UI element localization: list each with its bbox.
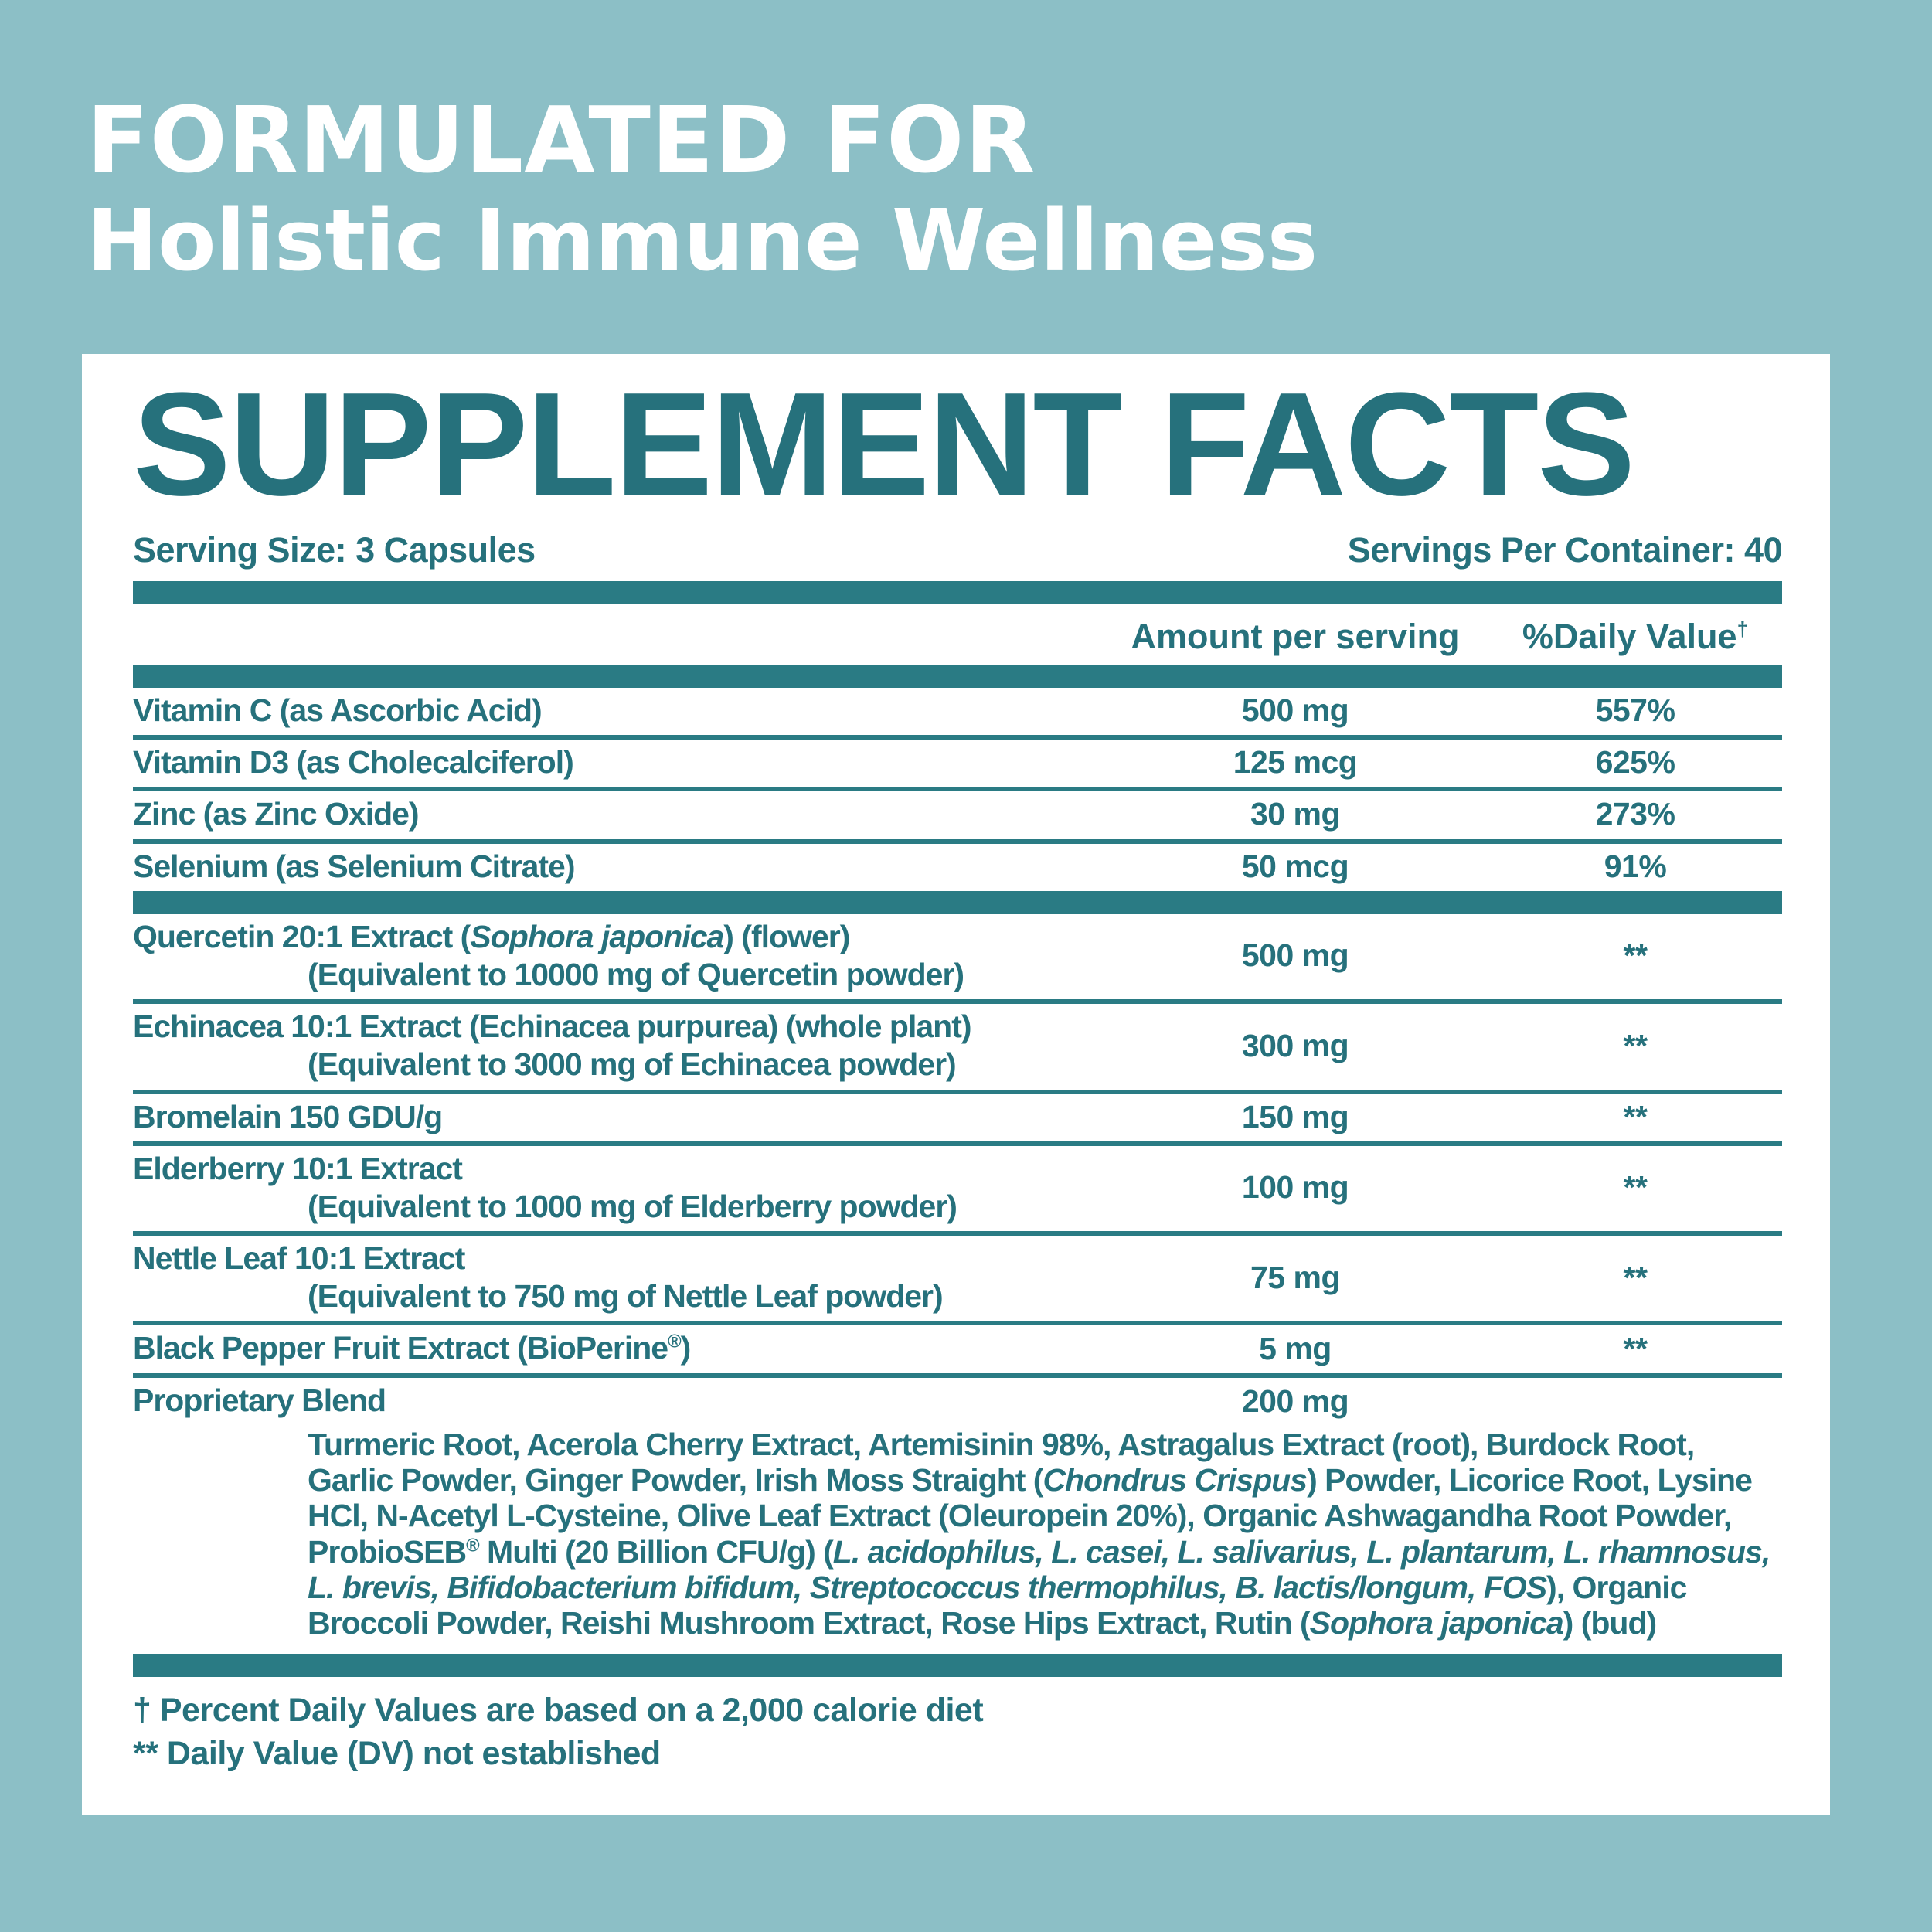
amount-per-serving-value: 100 mg xyxy=(1241,1169,1349,1206)
ingredient-name: Selenium (as Selenium Citrate) xyxy=(133,848,1102,886)
ingredient-name-line: Black Pepper Fruit Extract (BioPerine®) xyxy=(133,1330,691,1366)
ingredient-name-line: Elderberry 10:1 Extract xyxy=(133,1150,463,1186)
ingredient-rows: Vitamin C (as Ascorbic Acid) 500 mg 557% Vi… xyxy=(133,688,1782,1654)
ingredient-name-line: Selenium (as Selenium Citrate) xyxy=(133,848,576,884)
ingredient-name: Bromelain 150 GDU/g xyxy=(133,1098,1102,1136)
supplement-facts-panel: SUPPLEMENT FACTS Serving Size: 3 Capsule… xyxy=(82,354,1830,1815)
ingredient-row: Nettle Leaf 10:1 Extract (Equivalent to 7… xyxy=(133,1231,1782,1321)
ingredient-name-line: Echinacea 10:1 Extract (Echinacea purpur… xyxy=(133,1009,972,1045)
ingredient-row: Vitamin D3 (as Cholecalciferol) 125 mcg 62… xyxy=(133,735,1782,787)
ingredient-name: Nettle Leaf 10:1 Extract (Equivalent to 7… xyxy=(133,1240,1102,1315)
daily-value-percent: 91% xyxy=(1604,848,1667,884)
ingredient-name: Quercetin 20:1 Extract (Sophora japonica… xyxy=(133,918,1102,994)
ingredient-name: Vitamin C (as Ascorbic Acid) xyxy=(133,692,1102,730)
ingredient-row-grid: Vitamin C (as Ascorbic Acid) 500 mg 557% xyxy=(133,688,1782,735)
amount-per-serving-value: 75 mg xyxy=(1250,1259,1341,1295)
daily-value-percent: 557% xyxy=(1595,692,1675,729)
ingredient-name: Black Pepper Fruit Extract (BioPerine®) xyxy=(133,1329,1102,1367)
ingredient-name-line: Nettle Leaf 10:1 Extract xyxy=(133,1240,465,1277)
panel-title: SUPPLEMENT FACTS xyxy=(133,362,1635,526)
serving-info-row: Serving Size: 3 Capsules Servings Per Co… xyxy=(133,530,1783,570)
registered-mark: ® xyxy=(466,1535,479,1556)
ingredient-name: Proprietary Blend xyxy=(133,1382,1102,1420)
daily-value-percent: ** xyxy=(1623,1259,1648,1295)
proprietary-blend-ingredients: Turmeric Root, Acerola Cherry Extract, A… xyxy=(308,1426,1770,1641)
amount-per-serving-value: 500 mg xyxy=(1241,692,1349,729)
daily-value-percent: ** xyxy=(1623,937,1648,974)
divider-bar-top xyxy=(133,581,1782,604)
ingredient-row: Vitamin C (as Ascorbic Acid) 500 mg 557% xyxy=(133,688,1782,735)
ingredient-equivalent-note: (Equivalent to 750 mg of Nettle Leaf pow… xyxy=(308,1278,944,1315)
amount-per-serving-value: 500 mg xyxy=(1241,937,1349,974)
footnotes: † Percent Daily Values are based on a 2,… xyxy=(133,1689,1782,1776)
ingredient-name-line: Bromelain 150 GDU/g xyxy=(133,1098,443,1134)
daily-value-percent: ** xyxy=(1623,1098,1648,1134)
header-product-benefit: Holistic Immune Wellness xyxy=(87,190,1318,290)
registered-mark: ® xyxy=(668,1331,681,1352)
ingredient-row: Elderberry 10:1 Extract (Equivalent to 10… xyxy=(133,1141,1782,1231)
amount-per-serving-value: 300 mg xyxy=(1241,1027,1349,1063)
ingredient-name: Elderberry 10:1 Extract (Equivalent to 10… xyxy=(133,1150,1102,1226)
footnote-line: † Percent Daily Values are based on a 2,… xyxy=(133,1691,984,1729)
ingredient-row: Quercetin 20:1 Extract (Sophora japonica… xyxy=(133,914,1782,999)
ingredient-equivalent-note: (Equivalent to 3000 mg of Echinacea powd… xyxy=(308,1046,957,1083)
divider-bar-header xyxy=(133,665,1782,688)
ingredient-name-line: Zinc (as Zinc Oxide) xyxy=(133,796,420,832)
ingredient-row-grid: Vitamin D3 (as Cholecalciferol) 125 mcg 62… xyxy=(133,740,1782,787)
ingredient-row-grid: Selenium (as Selenium Citrate) 50 mcg 91% xyxy=(133,844,1782,891)
ingredient-equivalent-note: (Equivalent to 1000 mg of Elderberry pow… xyxy=(308,1188,957,1224)
ingredient-row-grid: Proprietary Blend 200 mg xyxy=(133,1378,1782,1425)
ingredient-name-line: Vitamin D3 (as Cholecalciferol) xyxy=(133,744,574,781)
ingredient-row: Selenium (as Selenium Citrate) 50 mcg 91% xyxy=(133,838,1782,891)
ingredient-row-grid: Quercetin 20:1 Extract (Sophora japonica… xyxy=(133,914,1782,999)
ingredient-row-grid: Bromelain 150 GDU/g 150 mg ** xyxy=(133,1094,1782,1141)
ingredient-row: Zinc (as Zinc Oxide) 30 mg 273% xyxy=(133,787,1782,838)
serving-size-text: Serving Size: 3 Capsules xyxy=(133,530,536,570)
column-amount-header: Amount per serving xyxy=(1131,617,1460,656)
ingredient-row-grid: Nettle Leaf 10:1 Extract (Equivalent to 7… xyxy=(133,1236,1782,1321)
amount-per-serving-value: 125 mcg xyxy=(1233,744,1358,781)
ingredient-name-line: Quercetin 20:1 Extract (Sophora japonica… xyxy=(133,918,850,954)
ingredient-row: Black Pepper Fruit Extract (BioPerine®) 5… xyxy=(133,1321,1782,1372)
amount-per-serving-value: 5 mg xyxy=(1259,1330,1332,1366)
ingredient-row: Bromelain 150 GDU/g 150 mg ** xyxy=(133,1089,1782,1141)
daily-value-percent: 273% xyxy=(1595,796,1675,832)
ingredient-name: Vitamin D3 (as Cholecalciferol) xyxy=(133,743,1102,781)
dagger-mark: † xyxy=(1736,617,1749,641)
ingredient-name: Echinacea 10:1 Extract (Echinacea purpur… xyxy=(133,1008,1102,1083)
amount-per-serving-value: 30 mg xyxy=(1250,796,1341,832)
daily-value-percent: 625% xyxy=(1595,744,1675,781)
ingredient-row: Echinacea 10:1 Extract (Echinacea purpur… xyxy=(133,999,1782,1089)
table-column-headers: Amount per serving %Daily Value† xyxy=(133,604,1782,665)
amount-per-serving-value: 50 mcg xyxy=(1241,848,1349,884)
ingredient-row-grid: Elderberry 10:1 Extract (Equivalent to 10… xyxy=(133,1146,1782,1231)
ingredient-row-grid: Zinc (as Zinc Oxide) 30 mg 273% xyxy=(133,791,1782,838)
footnote-line: ** Daily Value (DV) not established xyxy=(133,1734,661,1772)
servings-per-container-text: Servings Per Container: 40 xyxy=(1347,530,1783,570)
amount-per-serving-value: 150 mg xyxy=(1241,1098,1349,1134)
header-formulated-for: FORMULATED FOR xyxy=(87,87,1036,193)
amount-per-serving-value: 200 mg xyxy=(1241,1383,1349,1419)
daily-value-percent: ** xyxy=(1623,1330,1648,1366)
ingredient-name-line: Vitamin C (as Ascorbic Acid) xyxy=(133,692,543,728)
brand-header: FORMULATED FOR Holistic Immune Wellness xyxy=(87,87,1318,290)
column-daily-value-header: %Daily Value† xyxy=(1522,617,1749,656)
ingredient-row-grid: Echinacea 10:1 Extract (Echinacea purpur… xyxy=(133,1004,1782,1089)
ingredient-name-line: Proprietary Blend xyxy=(133,1382,386,1418)
divider-bar-middle xyxy=(133,890,1782,914)
ingredient-row: Proprietary Blend 200 mg Turmeric Root, Ac… xyxy=(133,1372,1782,1654)
ingredient-row-grid: Black Pepper Fruit Extract (BioPerine®) 5… xyxy=(133,1325,1782,1372)
divider-bar-bottom xyxy=(133,1653,1782,1677)
ingredient-name: Zinc (as Zinc Oxide) xyxy=(133,795,1102,833)
daily-value-percent: ** xyxy=(1623,1027,1648,1063)
ingredient-equivalent-note: (Equivalent to 10000 mg of Quercetin pow… xyxy=(308,956,964,992)
daily-value-percent: ** xyxy=(1623,1169,1648,1206)
